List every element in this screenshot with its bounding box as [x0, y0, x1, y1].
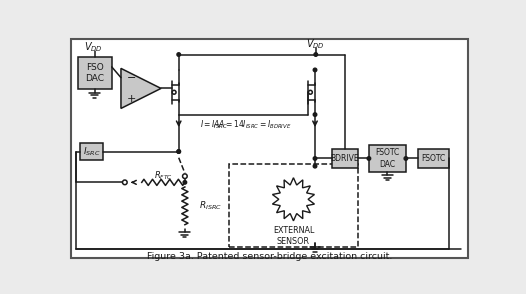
Circle shape — [313, 164, 317, 168]
Bar — [229, 164, 358, 247]
Text: $R_{ISRC}$: $R_{ISRC}$ — [199, 199, 221, 212]
Circle shape — [313, 157, 317, 160]
Text: −: − — [127, 73, 136, 83]
Text: EXTERNAL
SENSOR: EXTERNAL SENSOR — [273, 226, 314, 246]
Text: $V_{DD}$: $V_{DD}$ — [84, 40, 103, 54]
Text: $AA = 14I_{ISRC} = I_{BDRIVE}$: $AA = 14I_{ISRC} = I_{BDRIVE}$ — [213, 118, 291, 131]
Circle shape — [177, 53, 180, 56]
Bar — [332, 149, 358, 168]
Text: $I = I_{ISRC}$: $I = I_{ISRC}$ — [200, 118, 228, 131]
Text: $I_{SRC}$: $I_{SRC}$ — [83, 145, 100, 158]
Polygon shape — [121, 69, 161, 108]
Bar — [369, 146, 406, 172]
Circle shape — [177, 150, 180, 153]
Text: FSO
DAC: FSO DAC — [85, 63, 104, 83]
Text: $V_{DD}$: $V_{DD}$ — [306, 37, 325, 51]
Bar — [418, 149, 449, 168]
Circle shape — [313, 113, 317, 116]
Circle shape — [404, 157, 408, 160]
Text: +: + — [127, 94, 136, 104]
Text: $R_{FTC}$: $R_{FTC}$ — [154, 169, 173, 182]
Bar — [80, 143, 103, 160]
Text: BDRIVE: BDRIVE — [331, 154, 359, 163]
Circle shape — [367, 157, 371, 160]
Circle shape — [123, 180, 127, 185]
Circle shape — [177, 150, 180, 153]
Circle shape — [308, 90, 312, 94]
Polygon shape — [272, 178, 315, 221]
Text: FSOTC: FSOTC — [421, 154, 446, 163]
Circle shape — [172, 90, 176, 94]
Circle shape — [183, 181, 187, 184]
Circle shape — [314, 53, 318, 56]
Circle shape — [183, 174, 187, 178]
Text: Figure 3a. Patented sensor-bridge excitation circuit.: Figure 3a. Patented sensor-bridge excita… — [147, 252, 392, 261]
Circle shape — [313, 68, 317, 72]
Bar — [78, 57, 112, 89]
Text: FSOTC
DAC: FSOTC DAC — [375, 148, 400, 169]
